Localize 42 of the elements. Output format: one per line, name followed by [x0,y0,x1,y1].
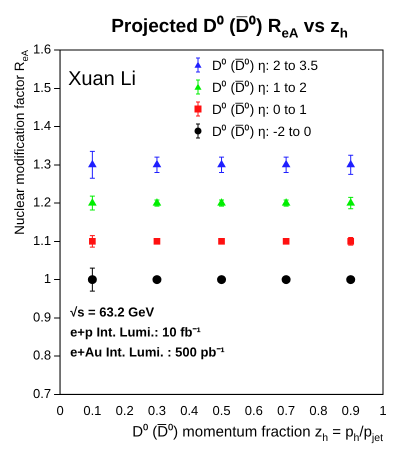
annotation: √s = 63.2 GeV [70,304,155,320]
x-tick-label: 0.6 [244,402,263,418]
y-tick-label: 1.6 [32,42,52,57]
y-tick-label: 1.3 [32,156,52,172]
legend-label: D⁰ (D̅⁰) η: 1 to 2 [212,80,307,95]
x-tick-label: 0.3 [148,402,166,418]
point [282,275,291,284]
y-tick-label: 1.5 [32,80,52,95]
x-tick-label: 0.7 [277,402,296,418]
x-tick-label: 0.5 [212,402,231,418]
x-tick-label: 0.1 [83,402,102,418]
y-tick-label: 1.1 [32,232,52,248]
legend-label: D⁰ (D̅⁰) η: -2 to 0 [212,124,312,139]
y-axis-title: Nuclear modification factor ReA [12,49,32,235]
x-tick-label: 0 [56,402,64,418]
point [152,160,161,168]
y-tick-label: 1.2 [32,194,52,210]
y-tick-label: 1 [44,271,52,286]
point [346,160,355,168]
y-tick-label: 0.9 [32,309,52,324]
x-tick-label: 0.4 [180,402,198,418]
x-tick-label: 0.8 [309,402,328,418]
point [217,275,226,284]
point [282,160,290,168]
y-tick-label: 1.4 [32,118,52,134]
point [154,238,160,245]
x-tick-label: 0.2 [116,402,134,418]
annotation: Xuan Li [68,68,136,90]
point [89,238,96,245]
point [282,238,290,245]
x-tick-label: 1 [379,402,387,418]
y-tick-label: 0.7 [32,386,52,401]
annotation: e+p Int. Lumi.: 10 fb⁻¹ [70,324,201,340]
annotation: e+Au Int. Lumi. : 500 pb⁻¹ [70,344,225,360]
x-tick-label: 0.9 [342,402,360,418]
y-tick-label: 0.8 [32,348,52,363]
point [218,238,225,245]
legend-label: D⁰ (D̅⁰) η: 0 to 1 [212,102,307,117]
point [218,160,226,168]
point [88,160,96,168]
point [88,275,97,284]
legend-label: D⁰ (D̅⁰) η: 2 to 3.5 [212,58,318,73]
